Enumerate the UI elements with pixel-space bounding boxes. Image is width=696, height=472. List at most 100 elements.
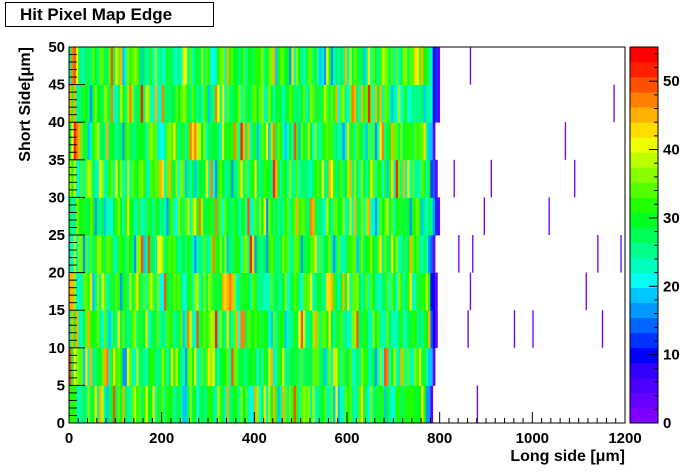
heatmap-cell: [263, 47, 267, 85]
heatmap-cell: [353, 235, 357, 273]
heatmap-cell: [268, 159, 271, 198]
heatmap-cell: [321, 159, 325, 198]
heatmap-cell: [337, 272, 341, 311]
heatmap-cell: [291, 197, 295, 236]
heatmap-cell: [323, 47, 327, 85]
palette-swatch: [630, 362, 658, 379]
heatmap-cell: [430, 235, 434, 273]
heatmap-cell: [145, 272, 149, 311]
heatmap-cell: [85, 84, 88, 123]
heatmap-cell: [372, 385, 376, 424]
heatmap-cell: [231, 347, 234, 386]
heatmap-cell: [307, 385, 311, 424]
heatmap-cell: [82, 272, 86, 311]
heatmap-cell: [117, 159, 121, 198]
heatmap-cell: [69, 310, 72, 349]
heatmap-cell: [423, 235, 427, 273]
heatmap-cell: [191, 347, 195, 386]
heatmap-cell: [319, 235, 322, 273]
heatmap-cell: [217, 385, 220, 424]
heatmap-cell: [203, 84, 207, 123]
heatmap-cell: [314, 385, 318, 424]
heatmap-edge-strip: [601, 310, 604, 348]
heatmap-cell: [184, 310, 188, 349]
heatmap-cell: [138, 347, 142, 386]
heatmap-cell: [409, 385, 413, 424]
heatmap-cell: [238, 122, 241, 161]
heatmap-cell: [312, 385, 315, 424]
heatmap-cell: [80, 84, 84, 123]
heatmap-cell: [69, 84, 72, 123]
y-tick-label: 35: [48, 152, 65, 169]
heatmap-cell: [316, 310, 320, 349]
heatmap-cell: [138, 235, 142, 273]
heatmap-cell: [94, 272, 98, 311]
heatmap-cell: [166, 310, 170, 349]
heatmap-cell: [99, 272, 102, 311]
heatmap-cell: [163, 84, 167, 123]
heatmap-cell: [96, 347, 100, 386]
heatmap-cell: [344, 84, 348, 123]
heatmap-cell: [323, 235, 327, 273]
heatmap-cell: [353, 272, 357, 311]
heatmap-cell: [302, 385, 306, 424]
heatmap-cell: [180, 47, 183, 85]
heatmap-cell: [163, 272, 167, 311]
heatmap-cell: [428, 347, 431, 386]
heatmap-cell: [157, 272, 160, 311]
heatmap-cell: [328, 272, 332, 311]
heatmap-cell: [289, 84, 292, 123]
heatmap-cell: [365, 235, 369, 273]
heatmap-cell: [270, 235, 274, 273]
heatmap-cell: [101, 235, 105, 273]
heatmap-cell: [360, 47, 364, 85]
heatmap-cell: [80, 310, 84, 349]
heatmap-cell: [159, 159, 163, 198]
heatmap-cell: [122, 310, 125, 349]
heatmap-cell: [335, 159, 339, 198]
heatmap-cell: [370, 235, 373, 273]
heatmap-cell: [423, 310, 427, 349]
heatmap-cell: [309, 385, 313, 424]
heatmap-cell: [205, 272, 209, 311]
heatmap-cell: [416, 159, 420, 198]
heatmap-cell: [423, 84, 427, 123]
heatmap-cell: [416, 122, 420, 161]
heatmap-cell: [407, 159, 410, 198]
heatmap-cell: [258, 47, 262, 85]
heatmap-edge-strip: [513, 310, 516, 348]
heatmap-cell: [309, 122, 313, 161]
heatmap-cell: [402, 47, 406, 85]
heatmap-cell: [272, 347, 276, 386]
heatmap-cell: [154, 122, 158, 161]
heatmap-cell: [397, 235, 401, 273]
heatmap-cell: [296, 122, 299, 161]
heatmap-cell: [393, 385, 397, 424]
heatmap-cell: [407, 385, 410, 424]
heatmap-cell: [150, 159, 153, 198]
heatmap-cell: [272, 159, 276, 198]
heatmap-cell: [182, 272, 186, 311]
heatmap-cell: [175, 197, 179, 236]
heatmap-cell: [421, 159, 424, 198]
heatmap-cell: [349, 84, 353, 123]
heatmap-cell: [384, 159, 387, 198]
heatmap-cell: [418, 84, 422, 123]
heatmap-cell: [103, 347, 107, 386]
heatmap-cell: [372, 272, 376, 311]
heatmap-cell: [224, 310, 227, 349]
heatmap-cell: [291, 47, 295, 85]
heatmap-cell: [407, 272, 410, 311]
heatmap-cell: [314, 159, 318, 198]
heatmap-cell: [333, 159, 336, 198]
heatmap-cell: [391, 84, 394, 123]
heatmap-cell: [196, 310, 200, 349]
heatmap-cell: [316, 84, 320, 123]
heatmap-cell: [87, 84, 91, 123]
heatmap-cell: [242, 310, 246, 349]
heatmap-cell: [379, 347, 383, 386]
heatmap-cell: [326, 84, 329, 123]
heatmap-cell: [379, 47, 383, 85]
heatmap-cell: [133, 235, 137, 273]
heatmap-cell: [307, 122, 311, 161]
